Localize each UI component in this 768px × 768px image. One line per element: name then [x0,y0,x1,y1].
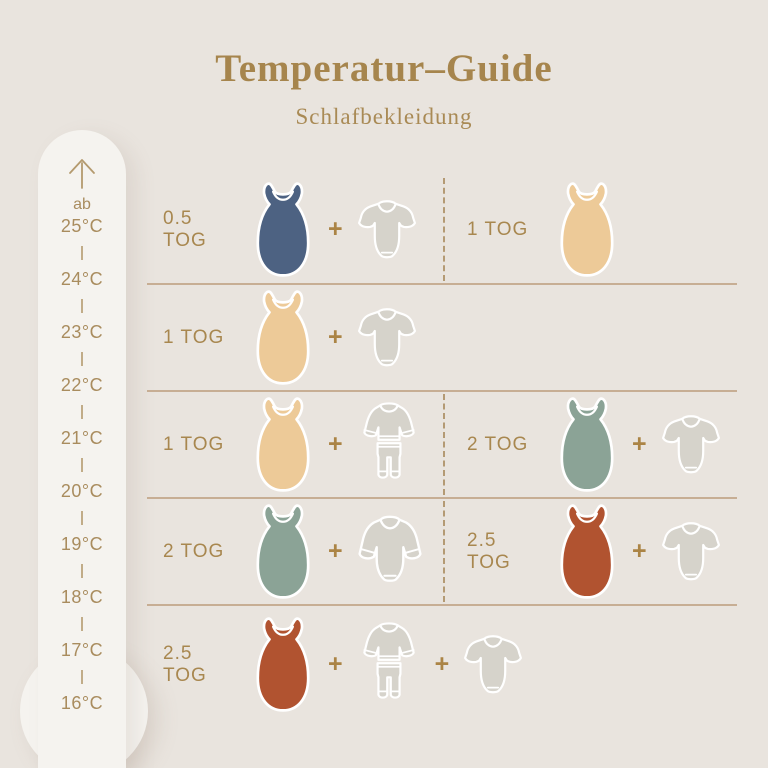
bodysuit-short-icon [352,304,422,372]
thermometer-scale: ab 25°C 24°C 23°C 22°C 21°C 20°C 19°C 18°C 17°C 1… [38,130,126,768]
left-cell: 2 TOG + [147,502,443,601]
sleeping-bag-icon [551,395,623,494]
bodysuit-short-icon [352,196,422,264]
tog-label: 0.5 TOG [163,207,207,251]
left-cell: 2.5 TOG + + [147,615,737,714]
tick-mark [81,236,83,269]
sleeping-bag-icon [247,288,319,387]
sleeping-bag-icon [247,615,319,714]
tick-mark [81,607,83,640]
tog-label: 2.5 TOG [467,529,511,573]
guide-row: 0.5 TOG +1 TOG [147,176,737,283]
temp-label: 25°C [60,216,104,236]
tick-mark [81,501,83,534]
tog-label: 1 TOG [163,433,225,455]
left-cell: 0.5 TOG + [147,180,443,279]
temp-label: 24°C [60,269,104,289]
page-subtitle: Schlafbekleidung [295,104,473,129]
temp-label: 19°C [60,534,104,554]
temperature-labels: 25°C 24°C 23°C 22°C 21°C 20°C 19°C 18°C 17°C 16°C [61,216,103,713]
plus-sign: + [434,650,450,678]
tog-label: 2 TOG [163,540,225,562]
left-cell: 1 TOG + [147,395,443,494]
right-cell: 2.5 TOG + [443,502,737,601]
plus-sign: + [328,323,343,351]
bodysuit-short-icon [656,411,726,479]
tick-mark [81,554,83,587]
dashed-divider [443,178,445,281]
plus-sign: + [632,430,647,458]
pajamas-icon [352,621,426,709]
tick-mark [81,289,83,322]
bodysuit-short-icon [656,518,726,586]
tick-mark [81,395,83,428]
tick-mark [81,660,83,693]
dashed-divider [443,394,445,495]
guide-row: 1 TOG +2 TOG + [147,390,737,497]
right-cell: 2 TOG + [443,395,737,494]
guide-rows: 0.5 TOG +1 TOG 1 TOG +1 TOG +2 TOG +2 TOG +2.5… [147,176,737,723]
temp-label: 20°C [60,481,104,501]
tick-mark [81,342,83,375]
sleeping-bag-icon [551,180,623,279]
plus-sign: + [328,537,343,565]
guide-row: 2 TOG +2.5 TOG + [147,497,737,604]
tog-label: 1 TOG [467,218,529,240]
guide-row: 1 TOG + [147,283,737,390]
tog-label: 2 TOG [467,433,529,455]
tick-mark [81,448,83,481]
left-cell: 1 TOG + [147,288,737,387]
plus-sign: + [328,650,343,678]
temp-label: 18°C [60,587,104,607]
tog-label: 2.5 TOG [163,642,207,686]
page-title: Temperatur–Guide [215,47,553,90]
plus-sign: + [632,537,647,565]
plus-sign: + [328,215,343,243]
temp-label: 16°C [60,693,104,713]
temp-label: 23°C [60,322,104,342]
bodysuit-short-icon [458,631,528,699]
sleeping-bag-icon [247,395,319,494]
right-cell: 1 TOG [443,180,737,279]
scale-prefix: ab [73,196,91,213]
arrow-up-icon [69,159,95,189]
temp-label: 21°C [60,428,104,448]
temp-label: 17°C [60,640,104,660]
tog-label: 1 TOG [163,326,225,348]
guide-row: 2.5 TOG + + [147,604,737,723]
plus-sign: + [328,430,343,458]
bodysuit-long-icon [352,512,428,592]
pajamas-icon [352,401,426,489]
temp-label: 22°C [60,375,104,395]
sleeping-bag-icon [247,502,319,601]
dashed-divider [443,501,445,602]
sleeping-bag-icon [247,180,319,279]
sleeping-bag-icon [551,502,623,601]
